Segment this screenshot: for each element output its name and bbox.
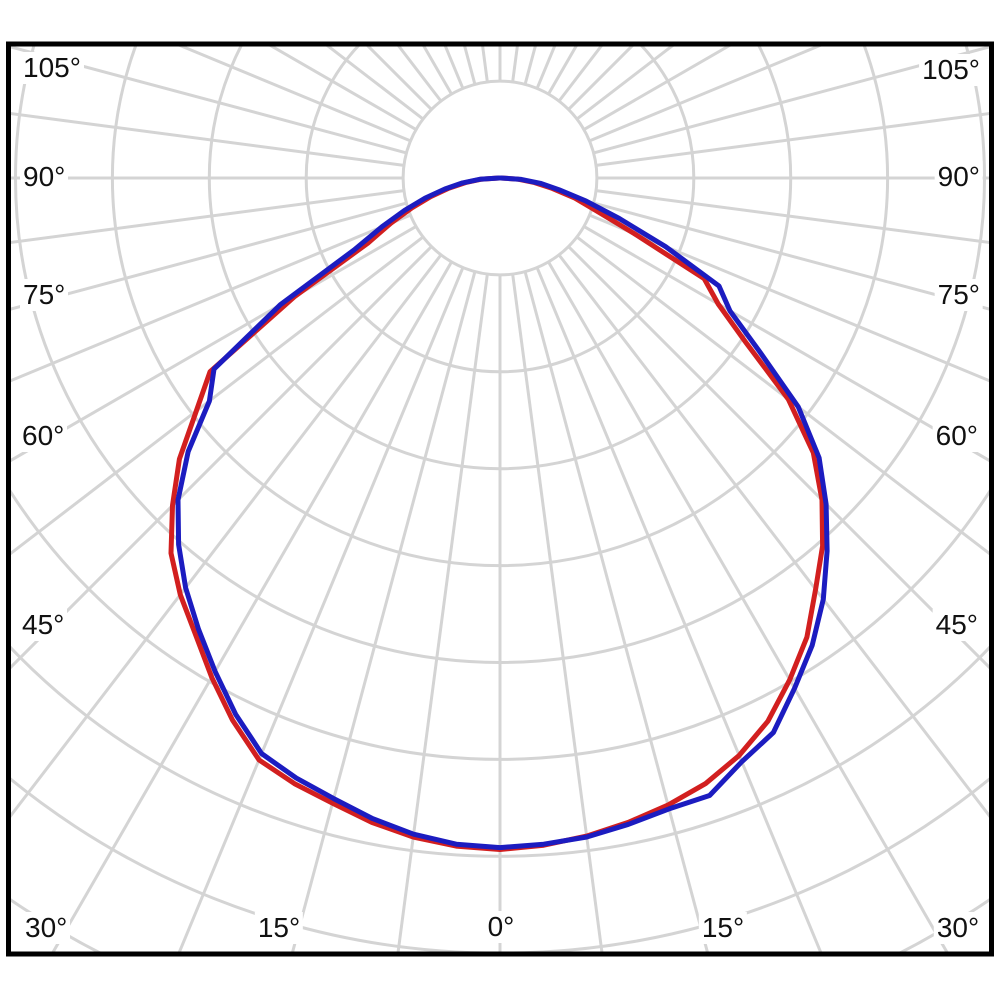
grid-spoke-262.5 bbox=[8, 111, 405, 167]
blue-curve bbox=[175, 175, 830, 851]
grid-spoke-37.5 bbox=[557, 253, 992, 821]
grid-spoke-307.5 bbox=[8, 235, 425, 558]
grid-spoke-15 bbox=[523, 271, 710, 954]
grid-spoke-187.5 bbox=[480, 44, 489, 83]
grid-spoke-330 bbox=[50, 261, 453, 954]
grid-spoke-45 bbox=[567, 245, 992, 672]
grid-spoke-300 bbox=[8, 225, 417, 464]
grid-spoke-52.5 bbox=[575, 235, 992, 558]
grid-spoke-60 bbox=[583, 225, 992, 464]
grid-spoke-67.5 bbox=[588, 213, 992, 384]
grid-spoke-315 bbox=[8, 245, 433, 672]
frame-border bbox=[6, 41, 994, 957]
grid-spoke-97.5 bbox=[595, 111, 992, 167]
grid-spoke-255 bbox=[8, 44, 407, 155]
grid-spoke-277.5 bbox=[8, 189, 405, 245]
grid-spoke-82.5 bbox=[595, 189, 992, 245]
grid-spoke-112.5 bbox=[588, 44, 828, 143]
grid-spoke-105 bbox=[593, 44, 992, 155]
grid-spoke-345 bbox=[290, 271, 477, 954]
grid-spoke-135 bbox=[567, 44, 637, 111]
grid-spoke-322.5 bbox=[8, 253, 443, 821]
grid-spoke-75 bbox=[593, 201, 992, 312]
grid-spoke-225 bbox=[363, 44, 433, 111]
grid-spoke-352.5 bbox=[396, 273, 489, 954]
grid-spoke-292.5 bbox=[8, 213, 412, 384]
grid-spoke-172.5 bbox=[511, 44, 520, 83]
grid-spoke-30 bbox=[547, 261, 950, 954]
grid-spoke-142.5 bbox=[557, 44, 605, 103]
grid-spoke-22.5 bbox=[535, 266, 824, 954]
grid-spoke-337.5 bbox=[176, 266, 465, 954]
red-curve bbox=[168, 175, 826, 852]
grid-spoke-285 bbox=[8, 201, 407, 312]
grid-spoke-7.5 bbox=[511, 273, 604, 954]
grid-spoke-247.5 bbox=[172, 44, 412, 143]
grid-spoke-217.5 bbox=[395, 44, 443, 103]
